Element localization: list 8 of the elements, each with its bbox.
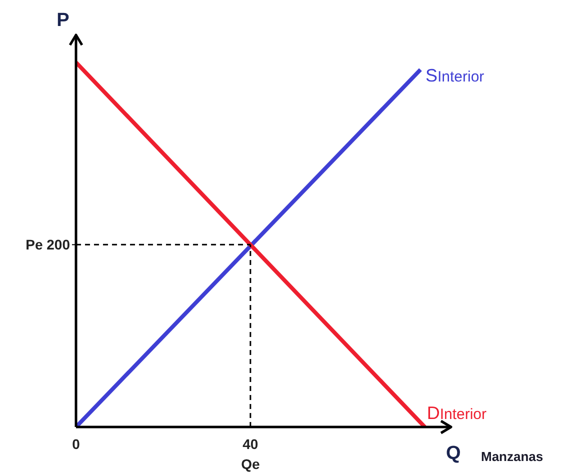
text: Pe 200 xyxy=(26,236,70,253)
x-axis-title: Q xyxy=(446,443,461,464)
x-tick-label: 40 Qe xyxy=(241,436,260,472)
y-axis-title: P xyxy=(56,10,70,31)
series-label: DInterior xyxy=(426,403,487,423)
text: Manzanas xyxy=(481,449,544,464)
series-label: SInterior xyxy=(425,66,484,86)
x-tick-label: 0 xyxy=(72,436,80,452)
